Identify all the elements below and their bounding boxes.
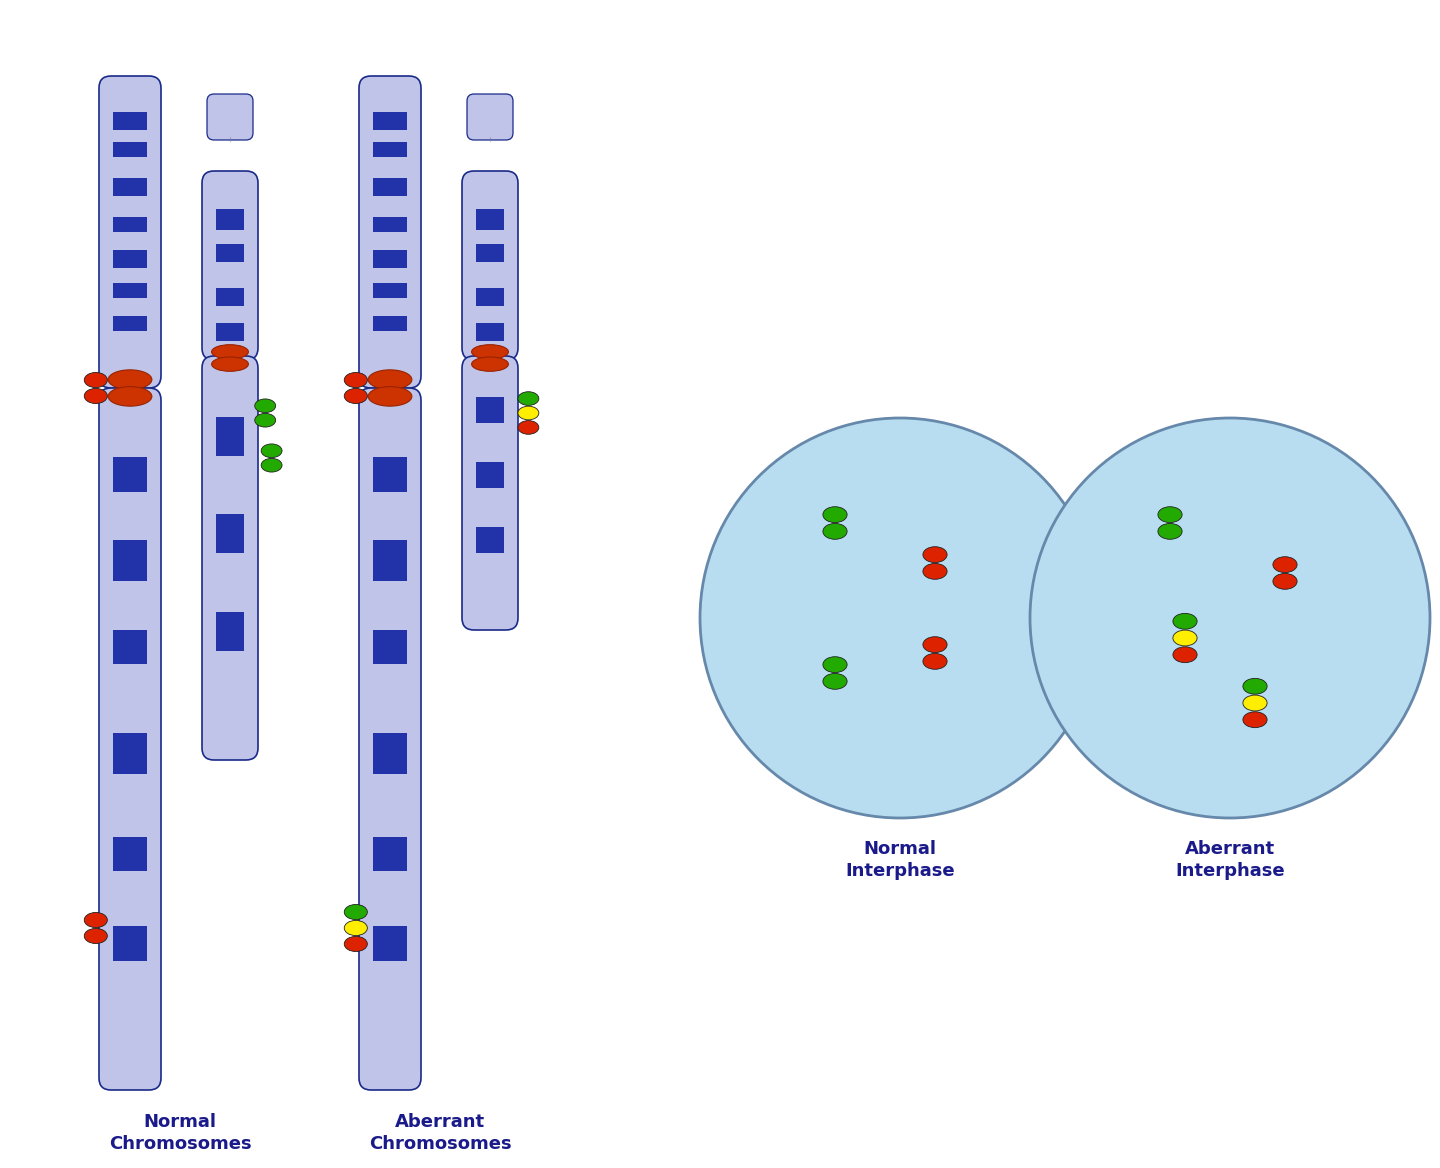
Circle shape [700, 418, 1100, 818]
FancyBboxPatch shape [112, 836, 147, 871]
Ellipse shape [369, 370, 412, 389]
FancyBboxPatch shape [477, 324, 504, 341]
FancyBboxPatch shape [112, 457, 147, 492]
Ellipse shape [255, 399, 275, 412]
FancyBboxPatch shape [112, 178, 147, 196]
FancyBboxPatch shape [373, 734, 408, 774]
FancyBboxPatch shape [373, 178, 408, 196]
FancyBboxPatch shape [112, 217, 147, 232]
Ellipse shape [1158, 523, 1182, 540]
FancyBboxPatch shape [99, 76, 161, 388]
Ellipse shape [85, 373, 108, 388]
Ellipse shape [261, 458, 282, 472]
Ellipse shape [85, 912, 108, 927]
Ellipse shape [1174, 647, 1197, 662]
Ellipse shape [85, 929, 108, 944]
FancyBboxPatch shape [373, 283, 408, 298]
Ellipse shape [1158, 507, 1182, 522]
FancyBboxPatch shape [112, 283, 147, 298]
FancyBboxPatch shape [462, 356, 518, 630]
FancyBboxPatch shape [373, 317, 408, 331]
FancyBboxPatch shape [99, 388, 161, 1090]
FancyBboxPatch shape [202, 356, 258, 760]
Ellipse shape [1174, 613, 1197, 630]
Ellipse shape [1243, 695, 1267, 711]
Circle shape [1030, 418, 1430, 818]
Ellipse shape [108, 387, 151, 406]
FancyBboxPatch shape [373, 540, 408, 582]
Ellipse shape [344, 373, 367, 388]
Ellipse shape [344, 389, 367, 403]
Ellipse shape [369, 387, 412, 406]
Ellipse shape [1243, 679, 1267, 694]
FancyBboxPatch shape [112, 142, 147, 157]
Ellipse shape [344, 920, 367, 936]
Ellipse shape [255, 413, 275, 427]
FancyBboxPatch shape [462, 171, 518, 360]
Ellipse shape [1243, 711, 1267, 728]
Ellipse shape [822, 507, 847, 522]
FancyBboxPatch shape [477, 397, 504, 423]
FancyBboxPatch shape [477, 244, 504, 262]
Ellipse shape [472, 345, 508, 359]
Text: Normal
Interphase: Normal Interphase [845, 840, 955, 881]
Text: Aberrant
Chromosomes: Aberrant Chromosomes [369, 1113, 511, 1153]
FancyBboxPatch shape [202, 171, 258, 360]
FancyBboxPatch shape [216, 324, 243, 341]
Ellipse shape [1273, 557, 1297, 572]
Ellipse shape [1273, 573, 1297, 590]
Ellipse shape [923, 653, 948, 669]
Ellipse shape [344, 904, 367, 919]
FancyBboxPatch shape [373, 836, 408, 871]
Ellipse shape [923, 563, 948, 579]
FancyBboxPatch shape [216, 514, 243, 552]
FancyBboxPatch shape [373, 217, 408, 232]
FancyBboxPatch shape [477, 288, 504, 306]
Ellipse shape [518, 420, 539, 434]
Ellipse shape [923, 547, 948, 563]
FancyBboxPatch shape [112, 317, 147, 331]
Ellipse shape [212, 345, 248, 359]
FancyBboxPatch shape [467, 93, 513, 140]
FancyBboxPatch shape [216, 612, 243, 651]
Text: Aberrant
Interphase: Aberrant Interphase [1175, 840, 1284, 881]
Ellipse shape [518, 406, 539, 419]
FancyBboxPatch shape [477, 209, 504, 230]
FancyBboxPatch shape [373, 250, 408, 267]
FancyBboxPatch shape [216, 288, 243, 306]
Ellipse shape [85, 389, 108, 403]
Ellipse shape [822, 656, 847, 673]
FancyBboxPatch shape [373, 112, 408, 130]
Ellipse shape [822, 523, 847, 540]
Ellipse shape [261, 444, 282, 458]
FancyBboxPatch shape [216, 244, 243, 262]
FancyBboxPatch shape [216, 417, 243, 456]
FancyBboxPatch shape [373, 457, 408, 492]
FancyBboxPatch shape [112, 250, 147, 267]
Ellipse shape [344, 937, 367, 952]
Ellipse shape [472, 357, 508, 371]
FancyBboxPatch shape [216, 209, 243, 230]
FancyBboxPatch shape [373, 926, 408, 961]
FancyBboxPatch shape [112, 926, 147, 961]
FancyBboxPatch shape [373, 630, 408, 663]
FancyBboxPatch shape [477, 463, 504, 488]
Ellipse shape [822, 674, 847, 689]
Ellipse shape [212, 357, 248, 371]
Ellipse shape [1174, 630, 1197, 646]
FancyBboxPatch shape [112, 630, 147, 663]
FancyBboxPatch shape [112, 112, 147, 130]
Ellipse shape [518, 391, 539, 405]
FancyBboxPatch shape [359, 388, 420, 1090]
Text: Normal
Chromosomes: Normal Chromosomes [108, 1113, 252, 1153]
FancyBboxPatch shape [112, 734, 147, 774]
FancyBboxPatch shape [359, 76, 420, 388]
Ellipse shape [108, 370, 151, 389]
FancyBboxPatch shape [112, 540, 147, 582]
Ellipse shape [923, 637, 948, 653]
FancyBboxPatch shape [477, 527, 504, 552]
FancyBboxPatch shape [207, 93, 253, 140]
FancyBboxPatch shape [373, 142, 408, 157]
